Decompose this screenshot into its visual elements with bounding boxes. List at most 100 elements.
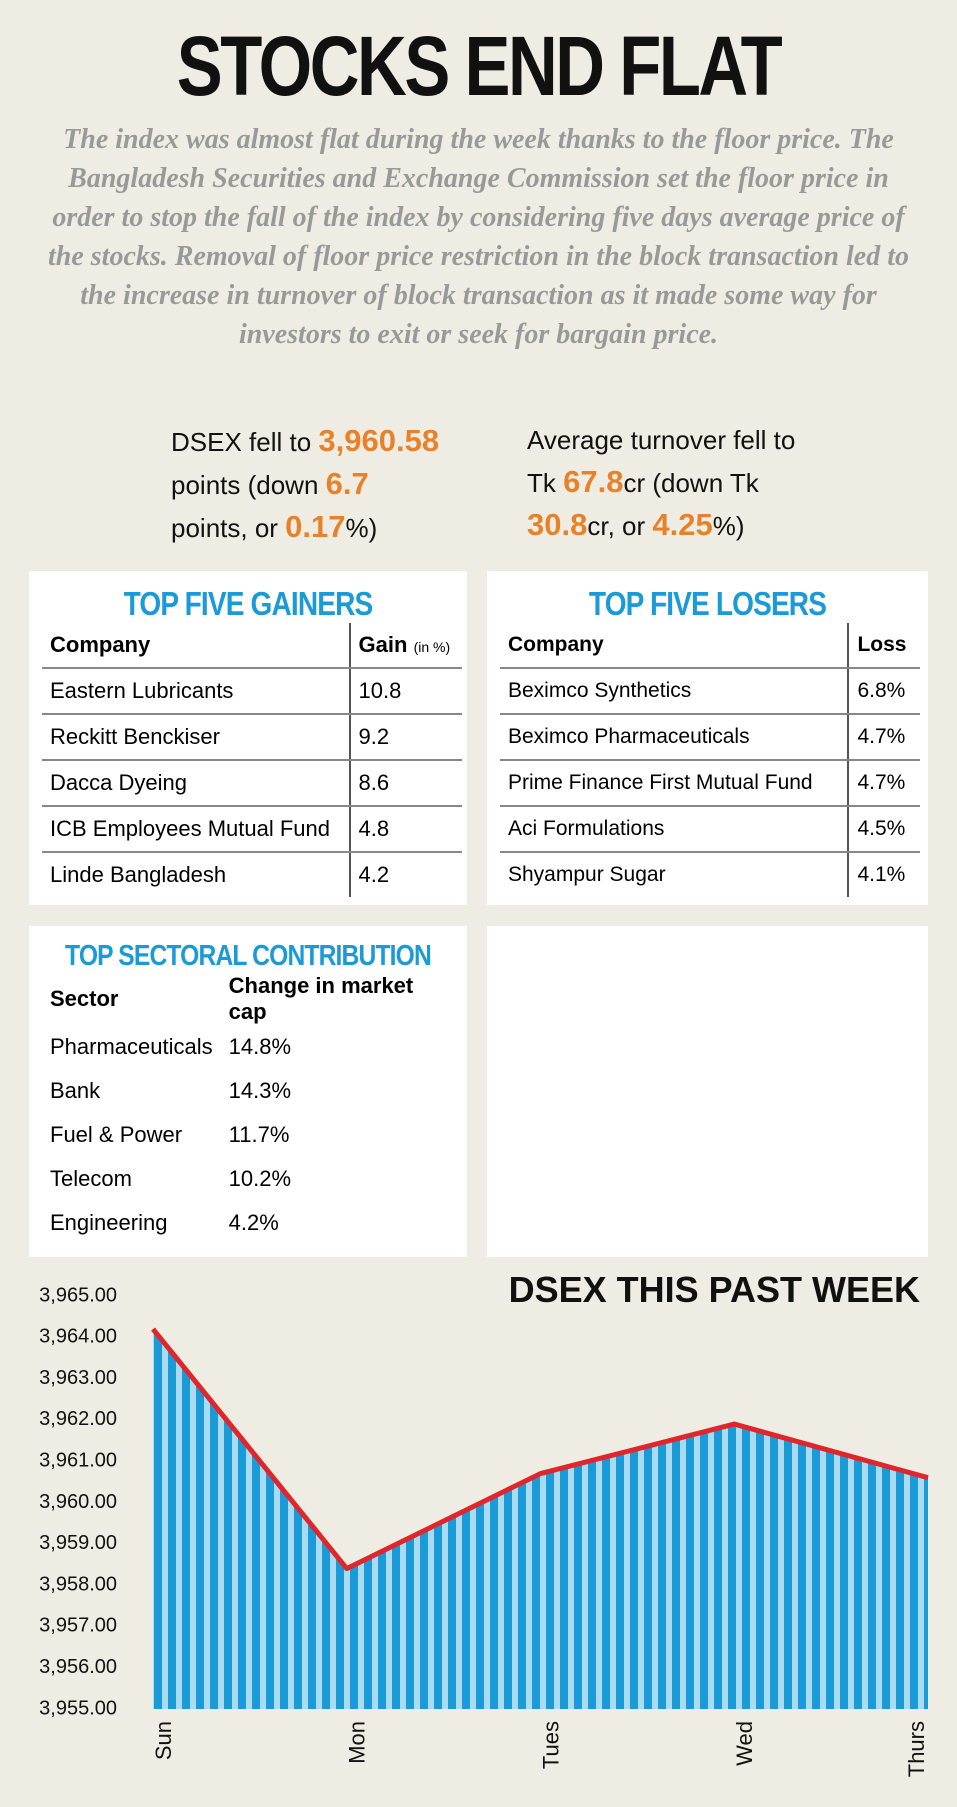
cell: 8.6 <box>349 760 462 807</box>
y-tick-label: 3,959.00 <box>39 1532 117 1554</box>
cell: 4.7% <box>848 760 920 807</box>
row: Linde Bangladesh 4.2 <box>42 852 462 897</box>
cell: 4.5% <box>848 806 920 853</box>
cell: Pharmaceuticals <box>50 1034 213 1059</box>
empty-box <box>487 926 928 1257</box>
y-tick-label: 3,957.00 <box>39 1615 117 1637</box>
cell: 10.8 <box>349 668 462 715</box>
cell: Eastern Lubricants <box>42 668 351 715</box>
line <box>151 1327 929 1572</box>
box-title: TOP SECTORAL CONTRIBUTION <box>65 940 432 972</box>
row: Beximco Pharmaceuticals 4.7% <box>500 714 920 761</box>
gainers-box: TOP FIVE GAINERS Company Gain (in %) Easte… <box>29 571 467 905</box>
y-tick-label: 3,964.00 <box>39 1326 117 1348</box>
row: Telecom 10.2% <box>42 1157 462 1201</box>
cell: Fuel & Power <box>50 1122 183 1147</box>
chart: DSEX THIS PAST WEEK 3,955.00 3,956.00 3,95… <box>39 1270 929 1777</box>
stat-number: 0.17 <box>285 509 346 544</box>
cell: 10.2% <box>228 1166 292 1191</box>
cell: Telecom <box>50 1166 132 1191</box>
cell: ICB Employees Mutual Fund <box>42 806 351 853</box>
row: Aci Formulations 4.5% <box>500 806 920 853</box>
y-tick-label: 3,958.00 <box>39 1573 117 1595</box>
x-tick-label: Wed <box>732 1721 757 1766</box>
stat-number: 6.7 <box>325 466 369 501</box>
cell: Reckitt Benckiser <box>42 714 351 761</box>
stat-text: Average turnover fell to Tk <box>527 425 796 498</box>
column-header: Company <box>42 623 351 669</box>
row: Reckitt Benckiser 9.2 <box>42 714 462 761</box>
x-tick-label: Tues <box>538 1721 563 1769</box>
stat-text: cr, or <box>587 511 653 541</box>
cell: Engineering <box>50 1210 168 1235</box>
column-header: Loss <box>848 623 920 669</box>
cell: Shyampur Sugar <box>500 852 850 897</box>
stat-number: 30.8 <box>527 507 588 542</box>
header-row: Company Gain (in %) <box>42 623 462 669</box>
column-label: Change in market cap <box>228 973 414 1024</box>
column-header: Company <box>500 623 850 669</box>
chart-title: DSEX THIS PAST WEEK <box>509 1270 920 1310</box>
column-header: Sector <box>42 973 221 1025</box>
y-tick-label: 3,963.00 <box>39 1367 117 1389</box>
losers-box: TOP FIVE LOSERS Company Loss Beximco Synth… <box>487 571 928 905</box>
cell: 11.7% <box>228 1122 290 1147</box>
header-row: Sector Change in market cap <box>42 973 462 1025</box>
stat-text: points (down <box>171 470 326 500</box>
y-tick-label: 3,960.00 <box>39 1491 117 1513</box>
y-tick-label: 3,961.00 <box>39 1449 117 1471</box>
intro: The index was almost flat during the wee… <box>48 124 909 350</box>
stat-number: 3,960.58 <box>318 423 440 458</box>
stat-text: cr (down Tk <box>623 468 759 498</box>
cell: Bank <box>50 1078 101 1103</box>
row: Fuel & Power 11.7% <box>42 1113 462 1157</box>
cell: 6.8% <box>848 668 920 715</box>
row: Eastern Lubricants 10.8 <box>42 668 462 715</box>
cell: 4.1% <box>857 863 906 886</box>
gainers-table: Company Gain (in %) Eastern Lubricants 10.8… <box>42 623 462 897</box>
column-header: Change in market cap <box>221 973 462 1025</box>
cell: Beximco Synthetics <box>500 668 850 715</box>
cell: 14.8% <box>228 1034 292 1059</box>
headline: STOCKS END FLAT <box>176 19 783 113</box>
box-title: TOP FIVE LOSERS <box>588 585 827 622</box>
row: Pharmaceuticals 14.8% <box>42 1025 462 1069</box>
x-tick-label: Sun <box>151 1721 176 1760</box>
losers-table: Company Loss Beximco Synthetics 6.8% Beximco… <box>500 623 920 897</box>
cell: 4.2% <box>228 1210 279 1235</box>
cell: 4.8 <box>349 806 462 853</box>
cell: 9.2 <box>349 714 462 761</box>
y-tick-label: 3,956.00 <box>39 1656 117 1678</box>
y-tick-label: 3,962.00 <box>39 1408 117 1430</box>
stat-text: DSEX fell to <box>171 427 319 457</box>
row: Prime Finance First Mutual Fund 4.7% <box>500 760 920 807</box>
x-tick-label: Mon <box>345 1721 370 1764</box>
row: ICB Employees Mutual Fund 4.8 <box>42 806 462 853</box>
row: Engineering 4.2% <box>42 1201 462 1245</box>
column-label: Loss <box>857 633 907 656</box>
stat-text: %) <box>712 511 745 541</box>
x-tick-label: Thurs <box>904 1721 929 1777</box>
box-title: TOP FIVE GAINERS <box>123 585 374 622</box>
column-header: Gain (in %) <box>349 623 462 669</box>
stat-block: DSEX fell to 3,960.58 points (down 6.7 p… <box>171 420 446 549</box>
column-label: Company <box>50 632 151 657</box>
y-tick-label: 3,955.00 <box>39 1697 117 1719</box>
column-label: Company <box>508 633 604 656</box>
column-label: Gain <box>358 632 408 657</box>
cell: Linde Bangladesh <box>42 852 351 897</box>
stat-block: Average turnover fell to Tk 67.8cr (down… <box>527 420 797 547</box>
y-tick-label: 3,965.00 <box>39 1284 117 1306</box>
column-label: Sector <box>50 986 119 1011</box>
row: Dacca Dyeing 8.6 <box>42 760 462 807</box>
stat-number: 67.8 <box>563 464 624 499</box>
cell: 4.2 <box>358 862 390 887</box>
cell: Beximco Pharmaceuticals <box>500 714 850 761</box>
unit-note: (in %) <box>413 639 451 655</box>
cell: 4.7% <box>848 714 920 761</box>
cell: 14.3% <box>228 1078 292 1103</box>
row: Bank 14.3% <box>42 1069 462 1113</box>
row: Beximco Synthetics 6.8% <box>500 668 920 715</box>
stat-number: 4.25 <box>652 507 713 542</box>
